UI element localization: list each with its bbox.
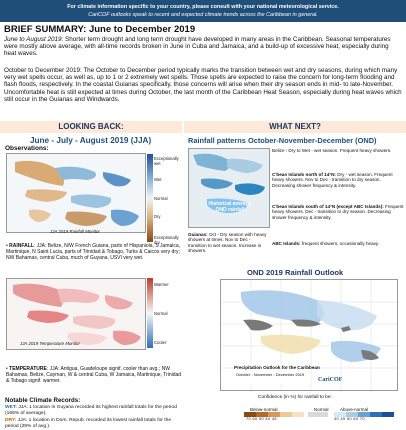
temperature-map-caption: JJA 2019 Temperature Monitor bbox=[20, 341, 80, 346]
notable-dry-text: JJA: 1 location in Dom. Repub. recorded … bbox=[5, 418, 172, 429]
banner-line-1: For climate information specific to your… bbox=[67, 4, 339, 10]
below-normal-label: Below-normal bbox=[250, 407, 278, 412]
jja-subtitle: June - July - August 2019 (JJA) bbox=[30, 136, 152, 145]
notable-records-title: Notable Climate Records: bbox=[5, 397, 81, 404]
caricof-logo: CariCOF bbox=[318, 377, 343, 383]
confidence-color-scale bbox=[244, 412, 394, 417]
what-next-header: WHAT NEXT? bbox=[184, 121, 406, 133]
brief-period-1: June to August 2019 bbox=[4, 36, 62, 43]
temperature-map-graphic bbox=[7, 279, 145, 349]
brief-paragraph-1: June to August 2019: Shorter term drough… bbox=[4, 36, 402, 58]
temperature-monitor-map bbox=[6, 278, 146, 350]
rainfall-bullet-text: : JJA: Belize, N/W French Guiana, parts … bbox=[6, 243, 181, 261]
notable-wet: WET: JJA: 1 location in Guyana recorded … bbox=[5, 405, 181, 417]
rainfall-bullet: • RAINFALL: JJA: Belize, N/W French Guia… bbox=[6, 243, 181, 261]
looking-back-header: LOOKING BACK: bbox=[0, 121, 182, 133]
notable-dry-tag: DRY: bbox=[5, 418, 17, 423]
confidence-title: Confidence (in %) for rainfall to be: bbox=[258, 395, 332, 400]
legend-normal: Normal bbox=[154, 196, 168, 201]
note-abc: ABC Islands: frequent showers, occasiona… bbox=[272, 241, 404, 246]
precip-subcaption: October - November - December 2019 bbox=[236, 372, 305, 377]
legend-temp-normal: Normal bbox=[154, 311, 168, 316]
historical-caption: Historical average OND rainfall bbox=[208, 201, 252, 213]
legend-exceptionally-wet: Exceptionally wet bbox=[154, 156, 179, 166]
rainfall-bullet-tag: RAINFALL bbox=[9, 243, 34, 249]
normal-label: Normal bbox=[314, 407, 329, 412]
notable-wet-text: JJA: 1 location in Guyana recorded its h… bbox=[5, 405, 177, 416]
note-north-14-text: Dry - wet season. Frequent heavy showers… bbox=[272, 172, 393, 188]
brief-paragraph-2: October to December 2019: The October to… bbox=[4, 67, 402, 103]
above-normal-values: 40 45 50 60 70 bbox=[334, 417, 365, 421]
brief-summary-title: BRIEF SUMMARY: June to December 2019 bbox=[4, 24, 196, 35]
brief-period-2: October to December 2019 bbox=[4, 67, 80, 74]
rainfall-map-caption: JJA 2019 Rainfall Monitor bbox=[50, 229, 100, 234]
note-south-14-tag: C'bean Islands south of 14°N (except ABC… bbox=[272, 204, 384, 209]
legend-exceptionally-dry: Exceptionally dry bbox=[154, 235, 179, 245]
note-south-14-text: Frequent heavy showers. Dec - transition… bbox=[272, 204, 404, 220]
notable-wet-tag: WET: bbox=[5, 405, 17, 410]
note-north-14-tag: C'bean Islands north of 14°N: bbox=[272, 172, 336, 177]
observations-label: Observations: bbox=[5, 145, 49, 152]
note-guianas: Guianas: Oct - Dry season with heavy sho… bbox=[188, 232, 270, 254]
temperature-bullet-text: : JJA: Antigua, Guadeloupe signif. coole… bbox=[6, 366, 182, 384]
historical-average-map bbox=[188, 148, 270, 228]
note-south-14: C'bean Islands south of 14°N (except ABC… bbox=[272, 204, 404, 220]
brief-text-1: : Shorter term drought and long term dro… bbox=[4, 36, 391, 58]
rainfall-legend-bar bbox=[147, 154, 153, 242]
legend-warmer: Warmer bbox=[154, 282, 169, 287]
temperature-bullet-tag: TEMPERATURE bbox=[9, 366, 47, 372]
brief-text-2: : The October to December period typical… bbox=[4, 67, 402, 103]
legend-dry: Dry bbox=[154, 214, 161, 219]
rainfall-map-graphic bbox=[7, 154, 145, 232]
notable-dry: DRY: JJA: 1 location in Dom. Repub. reco… bbox=[5, 418, 181, 430]
note-north-14: C'bean Islands north of 14°N: Dry - wet … bbox=[272, 172, 404, 188]
temperature-legend-bar bbox=[147, 278, 153, 348]
ond-outlook-title: OND 2019 Rainfall Outlook bbox=[247, 268, 344, 277]
rainfall-monitor-map bbox=[6, 153, 146, 233]
ond-subtitle: Rainfall patterns October-November-Decem… bbox=[188, 136, 377, 145]
precip-caption: Precipitation Outlook for the Caribbean bbox=[234, 365, 320, 370]
outlook-map-graphic bbox=[221, 280, 397, 390]
note-guianas-text: Oct - Dry season with heavy showers at t… bbox=[188, 232, 267, 254]
top-banner: For climate information specific to your… bbox=[0, 0, 406, 22]
above-normal-label: Above-normal bbox=[340, 407, 369, 412]
note-abc-tag: ABC Islands: bbox=[272, 241, 301, 246]
note-belize: Belize : Dry to Wet - wet season. Freque… bbox=[272, 148, 392, 153]
note-guianas-tag: Guianas: bbox=[188, 232, 208, 237]
legend-wet: Wet bbox=[154, 177, 162, 182]
historical-map-graphic bbox=[189, 149, 269, 227]
below-normal-values: 70 60 50 40 45 bbox=[246, 417, 277, 421]
note-abc-text: frequent showers, occasionally heavy. bbox=[301, 241, 380, 246]
ond-outlook-map bbox=[220, 279, 398, 391]
temperature-bullet: • TEMPERATURE: JJA: Antigua, Guadeloupe … bbox=[6, 366, 182, 384]
legend-cooler: Cooler bbox=[154, 340, 167, 345]
banner-line-2: CariCOF outlooks speak to recent and exp… bbox=[88, 12, 318, 18]
